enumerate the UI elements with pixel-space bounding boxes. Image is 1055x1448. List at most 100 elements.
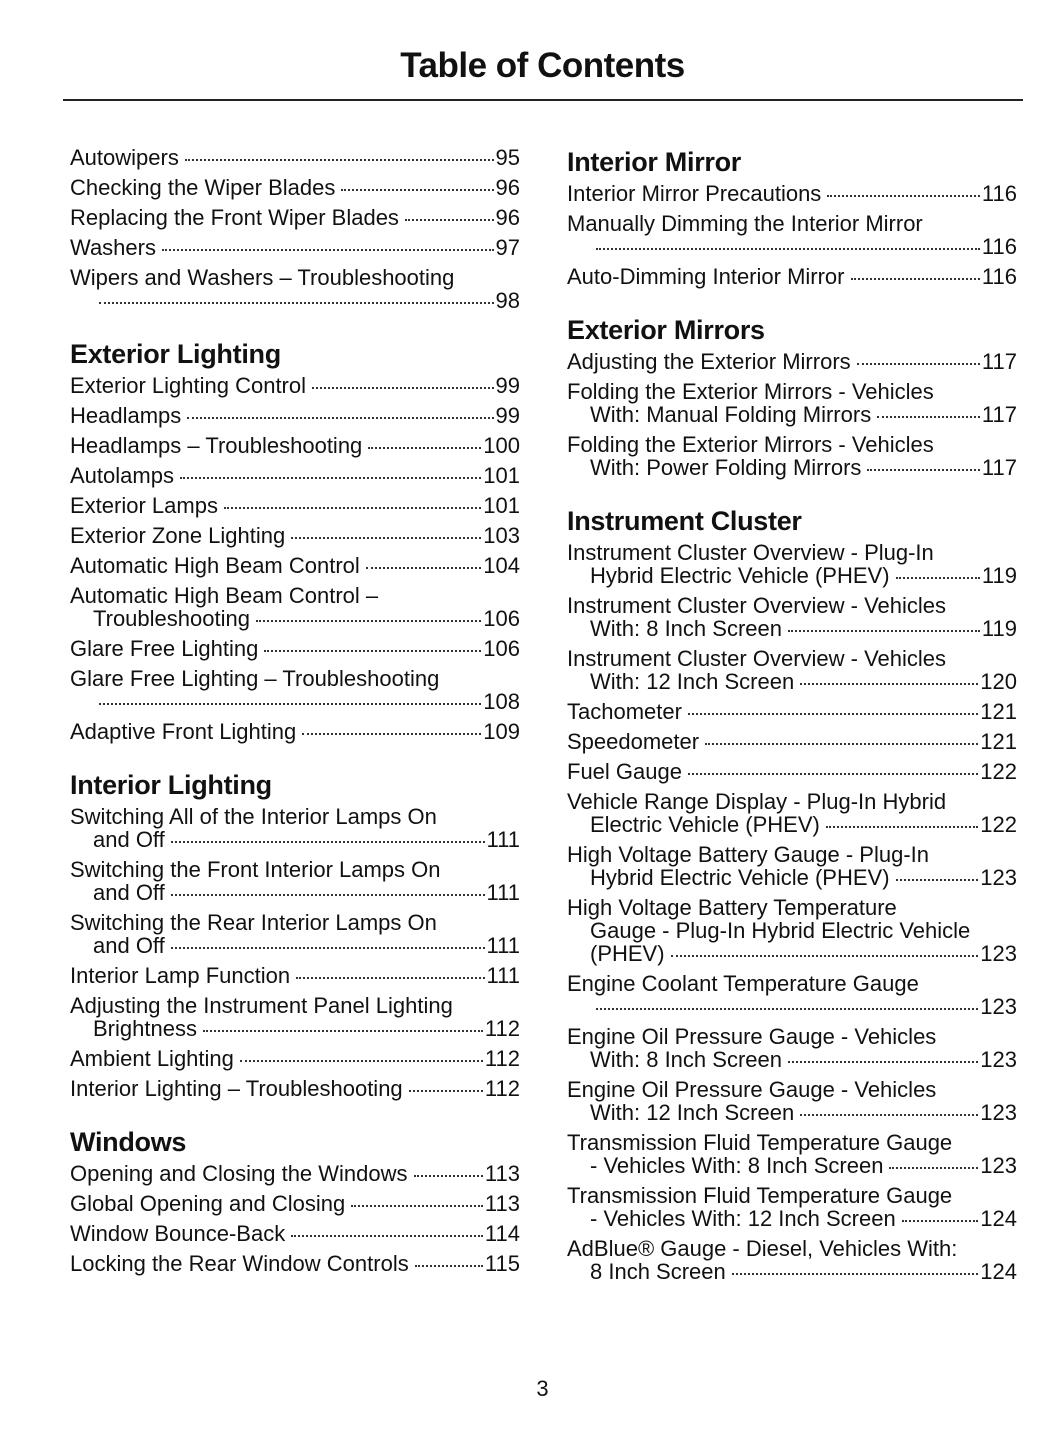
entry-page-number: 117 bbox=[981, 455, 1017, 480]
dot-leader bbox=[895, 879, 979, 881]
entry-page-number: 99 bbox=[495, 403, 520, 428]
entry-page-number: 123 bbox=[980, 1100, 1017, 1125]
dot-leader bbox=[856, 363, 980, 365]
toc-entry-link[interactable]: Ambient Lighting 112 bbox=[70, 1047, 520, 1070]
toc-entry-link[interactable]: Interior Lamp Function 111 bbox=[70, 964, 520, 987]
entry-line: Ambient Lighting 112 bbox=[70, 1047, 520, 1070]
toc-entry-link[interactable]: Adaptive Front Lighting 109 bbox=[70, 720, 520, 743]
entry-line: Washers 97 bbox=[70, 236, 520, 259]
toc-entry-link[interactable]: Autolamps 101 bbox=[70, 464, 520, 487]
toc-entry-link[interactable]: Exterior Lamps 101 bbox=[70, 494, 520, 517]
entry-line: With: 8 Inch Screen 119 bbox=[567, 617, 1017, 640]
entry-title: Adjusting the Exterior Mirrors bbox=[567, 349, 851, 374]
toc-entry-link[interactable]: Interior Mirror Precautions 116 bbox=[567, 182, 1017, 205]
toc-entry-link[interactable]: Checking the Wiper Blades 96 bbox=[70, 176, 520, 199]
entry-line: Folding the Exterior Mirrors - Vehicles bbox=[567, 380, 1017, 403]
toc-entry-link[interactable]: High Voltage Battery Gauge - Plug-In Hybr… bbox=[567, 843, 1017, 889]
toc-entry-link[interactable]: Glare Free Lighting 106 bbox=[70, 637, 520, 660]
toc-entry-link[interactable]: Exterior Zone Lighting 103 bbox=[70, 524, 520, 547]
entry-line: Exterior Lamps 101 bbox=[70, 494, 520, 517]
toc-entry-link[interactable]: Auto-Dimming Interior Mirror 116 bbox=[567, 265, 1017, 288]
toc-entry-link[interactable]: Switching All of the Interior Lamps On an… bbox=[70, 805, 520, 851]
entry-line: Instrument Cluster Overview - Plug-In bbox=[567, 541, 1017, 564]
entry-title-continued: Hybrid Electric Vehicle (PHEV) bbox=[590, 865, 890, 890]
toc-section: Autowipers 95 Checking the Wiper Blades 96 R… bbox=[70, 146, 520, 312]
entry-line: Autowipers 95 bbox=[70, 146, 520, 169]
toc-entry-link[interactable]: Folding the Exterior Mirrors - Vehicles W… bbox=[567, 433, 1017, 479]
toc-entry-link[interactable]: Wipers and Washers – Troubleshooting 98 bbox=[70, 266, 520, 312]
dot-leader bbox=[170, 841, 485, 843]
toc-entry-link[interactable]: Engine Coolant Temperature Gauge 123 bbox=[567, 972, 1017, 1018]
entry-line: Transmission Fluid Temperature Gauge bbox=[567, 1184, 1017, 1207]
entry-line: Global Opening and Closing 113 bbox=[70, 1192, 520, 1215]
dot-leader bbox=[368, 447, 482, 449]
toc-entry-link[interactable]: Interior Lighting – Troubleshooting 112 bbox=[70, 1077, 520, 1100]
dot-leader bbox=[414, 1265, 483, 1267]
toc-entry-link[interactable]: Engine Oil Pressure Gauge - Vehicles With… bbox=[567, 1078, 1017, 1124]
toc-entry-link[interactable]: Adjusting the Instrument Panel Lighting B… bbox=[70, 994, 520, 1040]
dot-leader bbox=[404, 219, 494, 221]
entry-page-number: 113 bbox=[484, 1161, 520, 1186]
toc-entry-link[interactable]: Glare Free Lighting – Troubleshooting 108 bbox=[70, 667, 520, 713]
toc-entry-link[interactable]: Autowipers 95 bbox=[70, 146, 520, 169]
entry-page-number: 114 bbox=[484, 1221, 520, 1246]
toc-entry-link[interactable]: Locking the Rear Window Controls 115 bbox=[70, 1252, 520, 1275]
toc-entry-link[interactable]: Transmission Fluid Temperature Gauge - Ve… bbox=[567, 1184, 1017, 1230]
entry-title: Engine Oil Pressure Gauge - Vehicles bbox=[567, 1077, 937, 1102]
toc-entry-link[interactable]: AdBlue® Gauge - Diesel, Vehicles With: 8 … bbox=[567, 1237, 1017, 1283]
toc-entry-link[interactable]: Adjusting the Exterior Mirrors 117 bbox=[567, 350, 1017, 373]
entry-title: Instrument Cluster Overview - Plug-In bbox=[567, 540, 934, 565]
entry-page-number: 123 bbox=[980, 1047, 1017, 1072]
toc-entry-link[interactable]: Replacing the Front Wiper Blades 96 bbox=[70, 206, 520, 229]
dot-leader bbox=[351, 1205, 483, 1207]
entry-page-number: 115 bbox=[484, 1251, 520, 1276]
page-title: Table of Contents bbox=[400, 46, 685, 85]
toc-entry-link[interactable]: Global Opening and Closing 113 bbox=[70, 1192, 520, 1215]
entry-line: Exterior Zone Lighting 103 bbox=[70, 524, 520, 547]
toc-entry-link[interactable]: Opening and Closing the Windows 113 bbox=[70, 1162, 520, 1185]
entry-line: 123 bbox=[567, 995, 1017, 1018]
entry-page-number: 100 bbox=[483, 433, 520, 458]
entry-line: Fuel Gauge 122 bbox=[567, 760, 1017, 783]
toc-entry-link[interactable]: Instrument Cluster Overview - Plug-In Hyb… bbox=[567, 541, 1017, 587]
toc-entry-link[interactable]: Instrument Cluster Overview - Vehicles Wi… bbox=[567, 594, 1017, 640]
toc-entry-link[interactable]: Exterior Lighting Control 99 bbox=[70, 374, 520, 397]
toc-section: Interior Mirror Interior Mirror Precautio… bbox=[567, 146, 1017, 288]
toc-entry-link[interactable]: Manually Dimming the Interior Mirror 116 bbox=[567, 212, 1017, 258]
toc-entry-link[interactable]: Automatic High Beam Control – Troubleshoo… bbox=[70, 584, 520, 630]
entry-title: Vehicle Range Display - Plug-In Hybrid bbox=[567, 789, 947, 814]
entry-title: Interior Lighting – Troubleshooting bbox=[70, 1076, 403, 1101]
entry-page-number: 109 bbox=[483, 719, 520, 744]
entry-line: Glare Free Lighting 106 bbox=[70, 637, 520, 660]
entry-line: 8 Inch Screen 124 bbox=[567, 1260, 1017, 1283]
toc-entry-link[interactable]: Fuel Gauge 122 bbox=[567, 760, 1017, 783]
entry-title-continued: With: 12 Inch Screen bbox=[590, 1100, 795, 1125]
toc-entry-link[interactable]: High Voltage Battery Temperature Gauge - … bbox=[567, 896, 1017, 965]
toc-entry-link[interactable]: Window Bounce-Back 114 bbox=[70, 1222, 520, 1245]
entry-page-number: 123 bbox=[980, 1153, 1017, 1178]
entry-title: Switching the Front Interior Lamps On bbox=[70, 857, 441, 882]
entry-page-number: 96 bbox=[495, 205, 520, 230]
toc-entry-link[interactable]: Instrument Cluster Overview - Vehicles Wi… bbox=[567, 647, 1017, 693]
toc-entry-link[interactable]: Headlamps – Troubleshooting 100 bbox=[70, 434, 520, 457]
toc-entry-link[interactable]: Speedometer 121 bbox=[567, 730, 1017, 753]
toc-entry-link[interactable]: Switching the Rear Interior Lamps On and … bbox=[70, 911, 520, 957]
toc-entry-link[interactable]: Transmission Fluid Temperature Gauge - Ve… bbox=[567, 1131, 1017, 1177]
toc-entry-link[interactable]: Switching the Front Interior Lamps On and… bbox=[70, 858, 520, 904]
entry-line: Switching the Front Interior Lamps On bbox=[70, 858, 520, 881]
dot-leader bbox=[202, 1030, 483, 1032]
toc-entry-link[interactable]: Folding the Exterior Mirrors - Vehicles W… bbox=[567, 380, 1017, 426]
section-heading: Instrument Cluster bbox=[567, 506, 802, 536]
toc-entry-link[interactable]: Vehicle Range Display - Plug-In Hybrid El… bbox=[567, 790, 1017, 836]
entry-line: Tachometer 121 bbox=[567, 700, 1017, 723]
toc-entry-link[interactable]: Tachometer 121 bbox=[567, 700, 1017, 723]
entry-line: Opening and Closing the Windows 113 bbox=[70, 1162, 520, 1185]
toc-entry-link[interactable]: Headlamps 99 bbox=[70, 404, 520, 427]
toc-entry-link[interactable]: Washers 97 bbox=[70, 236, 520, 259]
entry-title: Global Opening and Closing bbox=[70, 1191, 346, 1216]
entry-title: Replacing the Front Wiper Blades bbox=[70, 205, 399, 230]
dot-leader bbox=[596, 1008, 979, 1010]
toc-entry-link[interactable]: Automatic High Beam Control 104 bbox=[70, 554, 520, 577]
entry-page-number: 111 bbox=[486, 933, 520, 958]
toc-entry-link[interactable]: Engine Oil Pressure Gauge - Vehicles With… bbox=[567, 1025, 1017, 1071]
